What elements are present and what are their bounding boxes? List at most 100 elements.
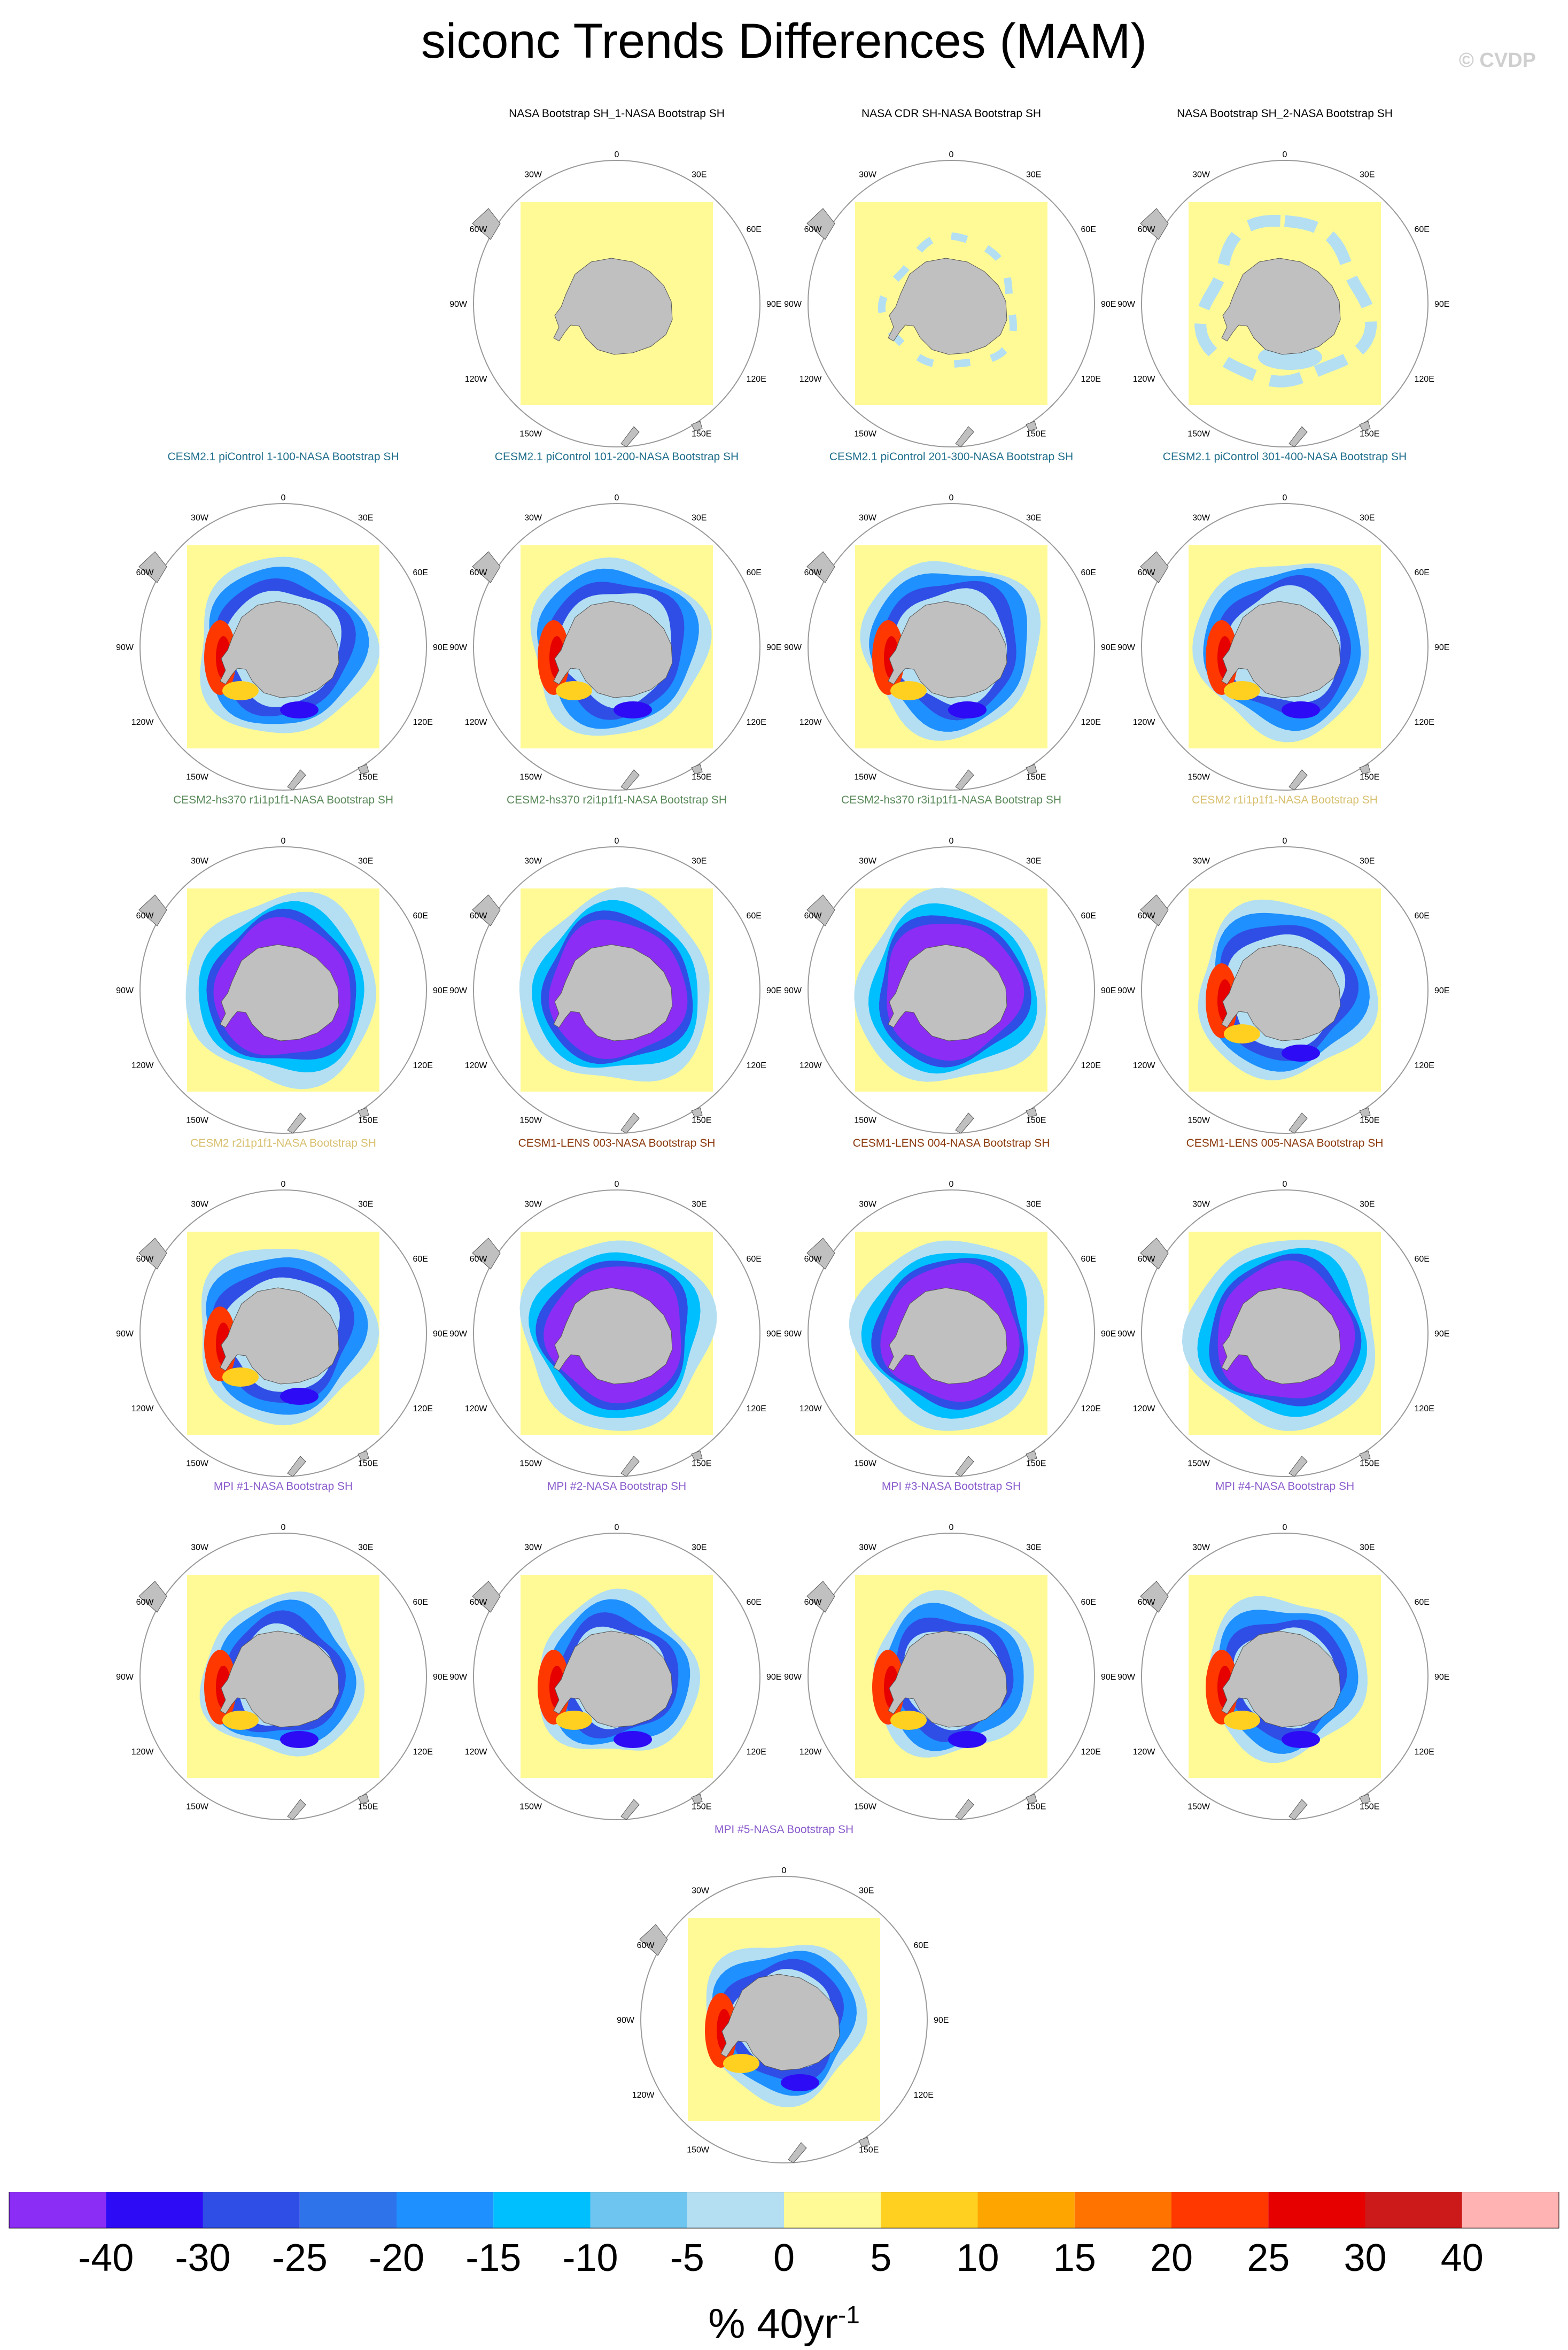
trend-region-orange — [222, 1711, 259, 1730]
lon-label-120w: 120W — [131, 718, 154, 727]
lon-label-150e: 150E — [1360, 430, 1379, 439]
lon-label-60e: 60E — [1081, 225, 1096, 234]
lon-label-60e: 60E — [1415, 568, 1430, 577]
polar-map: 030E60E90E120E150E180150W120W90W60W30W — [785, 150, 1116, 447]
lon-label-60w: 60W — [804, 911, 822, 921]
colorbar-tick-label: -30 — [175, 2237, 230, 2279]
antarctica-land — [553, 944, 673, 1041]
colorbar-tick-label: 15 — [1053, 2237, 1096, 2279]
colorbar-tick-label: 40 — [1441, 2237, 1484, 2279]
new-zealand-land — [287, 1799, 306, 1820]
panel-title: CESM2.1 piControl 1-100-NASA Bootstrap S… — [167, 451, 399, 463]
lon-label-90w: 90W — [117, 1673, 134, 1682]
lon-label-90e: 90E — [766, 1329, 781, 1339]
map-panel: CESM2 r2i1p1f1-NASA Bootstrap SH 0 30E 60E 9… — [117, 1137, 450, 1479]
lon-label-30e: 30E — [692, 1200, 707, 1209]
panel-title: CESM2 r2i1p1f1-NASA Bootstrap SH — [190, 1137, 376, 1149]
lon-label-30w: 30W — [524, 857, 542, 866]
lon-label-150e: 150E — [692, 1116, 711, 1125]
trend-region-orange — [890, 1711, 927, 1730]
lon-label-30e: 30E — [1026, 857, 1041, 866]
antarctica-land — [888, 1630, 1007, 1728]
tasmania-land — [691, 1794, 703, 1804]
polar-map: 030E60E90E120E150E180150W120W90W60W30W — [117, 493, 448, 791]
new-zealand-land — [287, 1112, 306, 1134]
panel-title: MPI #5-NASA Bootstrap SH — [714, 1823, 854, 1836]
lon-label-90e: 90E — [1101, 1673, 1116, 1682]
trend-region-darkblue — [1282, 1731, 1320, 1748]
new-zealand-land — [955, 1456, 974, 1477]
lon-label-60w: 60W — [804, 1598, 822, 1607]
lon-label-90e: 90E — [1434, 300, 1449, 309]
lon-label-90e: 90E — [1101, 986, 1116, 995]
south-america-land — [1140, 1238, 1169, 1270]
lon-label-90w: 90W — [117, 986, 134, 995]
panel-title: MPI #3-NASA Bootstrap SH — [881, 1480, 1021, 1493]
trend-region-darkblue — [1282, 1045, 1320, 1062]
lon-label-0: 0 — [281, 1523, 286, 1532]
colorbar-box — [1171, 2192, 1269, 2228]
lon-label-60e: 60E — [1415, 911, 1430, 921]
south-america-land — [138, 551, 167, 583]
colorbar-tick-label: -25 — [272, 2237, 328, 2279]
colorbar-units: % 40yr-1 — [0, 2288, 1568, 2350]
lon-label-120w: 120W — [1133, 1404, 1156, 1413]
panel-title: CESM1-LENS 003-NASA Bootstrap SH — [518, 1137, 716, 1149]
tasmania-land — [858, 2137, 870, 2147]
map-panel: CESM2-hs370 r3i1p1f1-NASA Bootstrap SH 0 3… — [785, 793, 1118, 1135]
lon-label-150e: 150E — [358, 1459, 378, 1468]
tasmania-land — [1026, 421, 1037, 431]
lon-label-120e: 120E — [1081, 375, 1101, 384]
colorbar-tick-label: 0 — [773, 2237, 795, 2279]
south-america-land — [1140, 208, 1169, 240]
lon-label-30e: 30E — [1026, 1200, 1041, 1209]
new-zealand-land — [287, 769, 306, 791]
antarctica-land — [1221, 944, 1341, 1041]
lon-label-90w: 90W — [450, 1329, 468, 1339]
lon-label-60w: 60W — [1138, 1255, 1156, 1264]
antarctica-land — [1221, 258, 1341, 355]
lon-label-60w: 60W — [804, 225, 822, 234]
colorbar-tick-label: -20 — [369, 2237, 424, 2279]
map-panel: NASA CDR SH-NASA Bootstrap SH 0 30E 60E 90E 1… — [785, 107, 1118, 449]
lon-label-150w: 150W — [687, 2146, 710, 2155]
lon-label-0: 0 — [949, 1523, 954, 1532]
south-america-land — [806, 551, 835, 583]
new-zealand-land — [620, 1112, 640, 1134]
lon-label-90w: 90W — [1118, 300, 1136, 309]
lon-label-150w: 150W — [519, 1803, 542, 1812]
antarctica-land — [1221, 601, 1341, 698]
new-zealand-land — [955, 426, 974, 447]
tasmania-land — [1359, 421, 1371, 431]
colorbar-box — [881, 2192, 978, 2228]
colorbar-box — [590, 2192, 687, 2228]
colorbar-box — [1462, 2192, 1559, 2228]
map-panel: MPI #3-NASA Bootstrap SH 0 30E 60E 90E 120E 15… — [785, 1480, 1118, 1822]
lon-label-120w: 120W — [465, 1404, 488, 1413]
lon-label-30w: 30W — [859, 514, 877, 523]
lon-label-120e: 120E — [413, 1404, 433, 1413]
lon-label-150w: 150W — [519, 1116, 542, 1125]
antarctica-land — [720, 1974, 840, 2071]
south-america-land — [806, 208, 835, 240]
polar-map: 030E60E90E120E150E180150W120W90W60W30W — [785, 837, 1116, 1134]
colorbar-units-main: % 40yr — [708, 2300, 838, 2347]
lon-label-150e: 150E — [1026, 1459, 1046, 1468]
south-america-land — [1140, 894, 1169, 926]
panel-title: CESM2 r1i1p1f1-NASA Bootstrap SH — [1192, 794, 1378, 806]
lon-label-0: 0 — [1283, 493, 1287, 503]
antarctica-land — [1221, 1287, 1341, 1385]
polar-map: 030E60E90E120E150E180150W120W90W60W30W — [450, 837, 781, 1134]
south-america-land — [472, 1238, 501, 1270]
lon-label-0: 0 — [615, 1180, 619, 1189]
new-zealand-land — [620, 1799, 640, 1820]
colorbar-box — [493, 2192, 591, 2228]
map-panel: NASA Bootstrap SH_1-NASA Bootstrap SH 0 30… — [450, 107, 783, 449]
lon-label-0: 0 — [281, 493, 286, 503]
lon-label-0: 0 — [615, 493, 619, 503]
antarctica-land — [888, 258, 1007, 355]
trend-region-darkblue — [948, 701, 987, 718]
lon-label-90w: 90W — [1118, 1673, 1136, 1682]
map-panel: CESM2-hs370 r1i1p1f1-NASA Bootstrap SH 0 3… — [117, 793, 450, 1135]
polar-map: 030E60E90E120E150E180150W120W90W60W30W — [450, 1523, 781, 1820]
